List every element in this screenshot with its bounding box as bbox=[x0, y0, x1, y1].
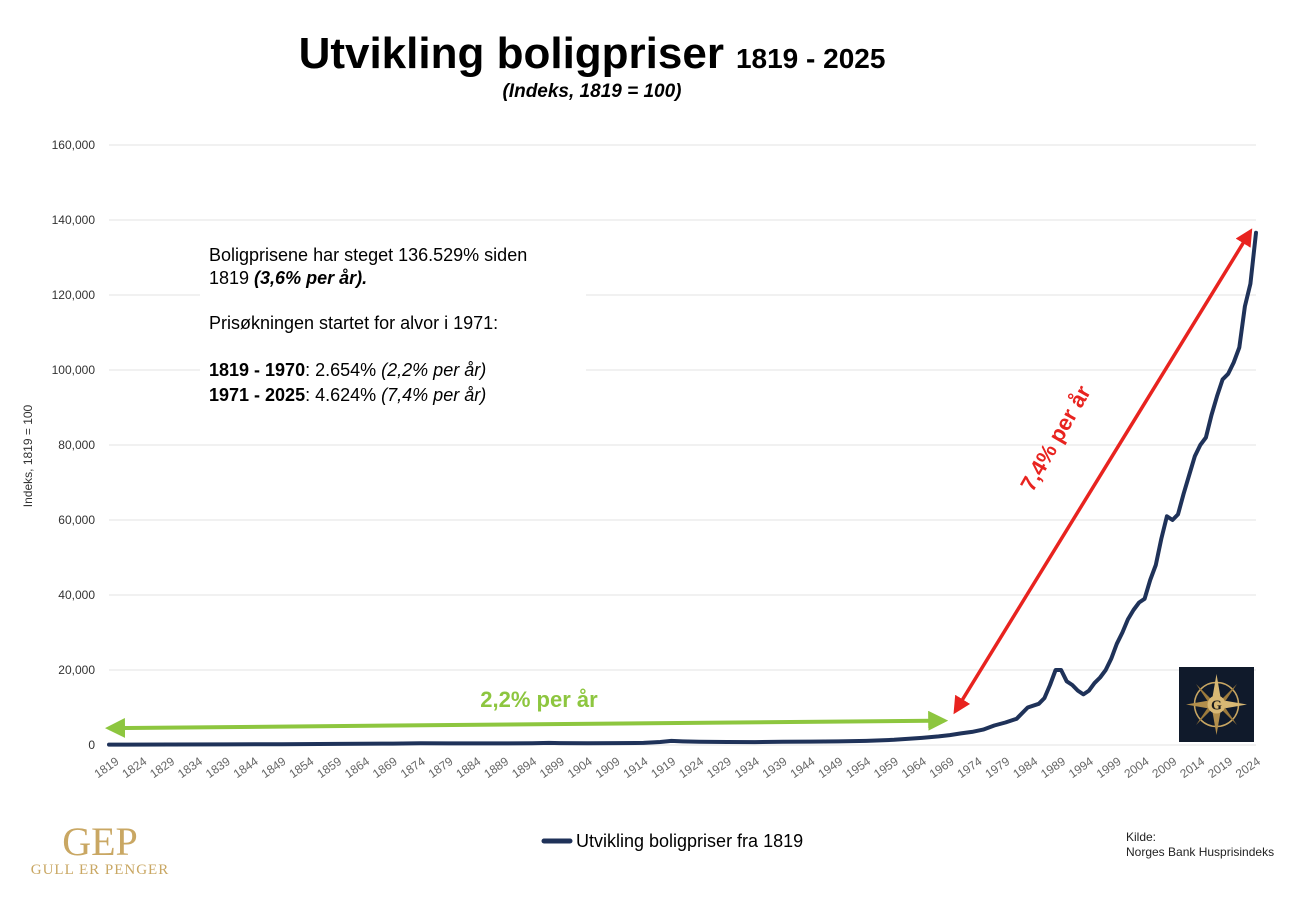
y-tick-label: 140,000 bbox=[52, 213, 96, 227]
x-tick-label: 1914 bbox=[621, 754, 651, 781]
y-tick-label: 20,000 bbox=[58, 663, 95, 677]
x-tick-label: 1959 bbox=[871, 754, 901, 781]
x-tick-label: 1989 bbox=[1038, 754, 1068, 781]
y-tick-label: 120,000 bbox=[52, 288, 96, 302]
x-tick-label: 2009 bbox=[1149, 754, 1179, 781]
x-tick-label: 2019 bbox=[1205, 754, 1235, 781]
x-tick-label: 1954 bbox=[843, 754, 873, 781]
x-tick-label: 2004 bbox=[1122, 754, 1152, 781]
x-tick-label: 1869 bbox=[370, 754, 400, 781]
textbox-line-3: Prisøkningen startet for alvor i 1971: bbox=[209, 313, 498, 333]
x-tick-label: 2014 bbox=[1177, 754, 1207, 781]
y-tick-label: 100,000 bbox=[52, 363, 96, 377]
textbox: Boligprisene har steget 136.529% siden 1… bbox=[209, 245, 527, 405]
y-axis-ticks: 0 20,000 40,000 60,000 80,000 100,000 120,000 1… bbox=[52, 138, 96, 752]
chart-title-main: Utvikling boligpriser bbox=[299, 29, 724, 78]
brand-logo-name: GULL ER PENGER bbox=[31, 862, 169, 878]
brand-logo-mark: GEP bbox=[62, 819, 138, 864]
y-tick-label: 60,000 bbox=[58, 513, 95, 527]
x-tick-label: 1904 bbox=[565, 754, 595, 781]
x-tick-label: 1929 bbox=[704, 754, 734, 781]
y-tick-label: 160,000 bbox=[52, 138, 96, 152]
y-axis-label: Indeks, 1819 = 100 bbox=[21, 404, 35, 507]
textbox-line-5-rate: (7,4% per år) bbox=[381, 385, 486, 405]
x-tick-label: 1854 bbox=[286, 754, 316, 781]
x-tick-label: 1894 bbox=[509, 754, 539, 781]
x-tick-label: 1844 bbox=[231, 754, 261, 781]
x-tick-label: 1969 bbox=[927, 754, 957, 781]
x-tick-label: 1859 bbox=[314, 754, 344, 781]
x-tick-label: 1949 bbox=[815, 754, 845, 781]
y-tick-label: 0 bbox=[88, 738, 95, 752]
textbox-line-4-value: : 2.654% bbox=[305, 360, 381, 380]
x-tick-label: 1919 bbox=[648, 754, 678, 781]
textbox-line-1: Boligprisene har steget 136.529% siden bbox=[209, 245, 527, 265]
red-arrow bbox=[953, 228, 1253, 715]
legend: Utvikling boligpriser fra 1819 bbox=[541, 831, 803, 851]
source-label: Kilde: bbox=[1126, 830, 1156, 844]
y-tick-label: 40,000 bbox=[58, 588, 95, 602]
x-tick-label: 1899 bbox=[537, 754, 567, 781]
x-axis-ticks: 1819182418291834183918441849185418591864… bbox=[92, 754, 1264, 781]
source-text: Norges Bank Husprisindeks bbox=[1126, 845, 1274, 859]
x-tick-label: 1889 bbox=[481, 754, 511, 781]
green-rate-label: 2,2% per år bbox=[480, 687, 598, 712]
x-tick-label: 1824 bbox=[119, 754, 149, 781]
x-tick-label: 1979 bbox=[982, 754, 1012, 781]
x-tick-label: 1839 bbox=[203, 754, 233, 781]
textbox-line-4-period: 1819 - 1970 bbox=[209, 360, 305, 380]
textbox-line-2: 1819 (3,6% per år). bbox=[209, 268, 367, 288]
textbox-line-5-value: : 4.624% bbox=[305, 385, 381, 405]
x-tick-label: 1849 bbox=[259, 754, 289, 781]
x-tick-label: 1999 bbox=[1094, 754, 1124, 781]
x-tick-label: 1884 bbox=[453, 754, 483, 781]
chart-subtitle: (Indeks, 1819 = 100) bbox=[502, 81, 681, 102]
legend-label: Utvikling boligpriser fra 1819 bbox=[576, 831, 803, 851]
x-tick-label: 1834 bbox=[175, 754, 205, 781]
compass-emblem-icon: G bbox=[1179, 667, 1254, 742]
x-tick-label: 1939 bbox=[760, 754, 790, 781]
green-arrow bbox=[105, 710, 949, 738]
textbox-line-5-period: 1971 - 2025 bbox=[209, 385, 305, 405]
x-tick-label: 1879 bbox=[426, 754, 456, 781]
textbox-line-4: 1819 - 1970: 2.654% (2,2% per år) bbox=[209, 360, 486, 380]
x-tick-label: 1944 bbox=[788, 754, 818, 781]
x-tick-label: 1934 bbox=[732, 754, 762, 781]
textbox-line-5: 1971 - 2025: 4.624% (7,4% per år) bbox=[209, 385, 486, 405]
x-tick-label: 1874 bbox=[398, 754, 428, 781]
x-tick-label: 1829 bbox=[147, 754, 177, 781]
chart-title: Utvikling boligpriser 1819 - 2025 bbox=[299, 29, 886, 78]
x-tick-label: 1909 bbox=[593, 754, 623, 781]
emblem-letter: G bbox=[1211, 699, 1222, 714]
x-tick-label: 1864 bbox=[342, 754, 372, 781]
x-tick-label: 1994 bbox=[1066, 754, 1096, 781]
x-tick-label: 1924 bbox=[676, 754, 706, 781]
brand-logo: GEP GULL ER PENGER bbox=[31, 819, 169, 878]
x-tick-label: 1819 bbox=[92, 754, 122, 781]
textbox-line-2-emph: (3,6% per år). bbox=[254, 268, 367, 288]
x-tick-label: 1964 bbox=[899, 754, 929, 781]
textbox-bg bbox=[200, 235, 586, 410]
chart-title-years: 1819 - 2025 bbox=[736, 43, 885, 74]
textbox-line-2-plain: 1819 bbox=[209, 268, 254, 288]
x-tick-label: 1984 bbox=[1010, 754, 1040, 781]
x-tick-label: 1974 bbox=[955, 754, 985, 781]
textbox-line-4-rate: (2,2% per år) bbox=[381, 360, 486, 380]
x-tick-label: 2024 bbox=[1233, 754, 1263, 781]
red-rate-label: 7,4% per år bbox=[1015, 381, 1096, 496]
y-tick-label: 80,000 bbox=[58, 438, 95, 452]
